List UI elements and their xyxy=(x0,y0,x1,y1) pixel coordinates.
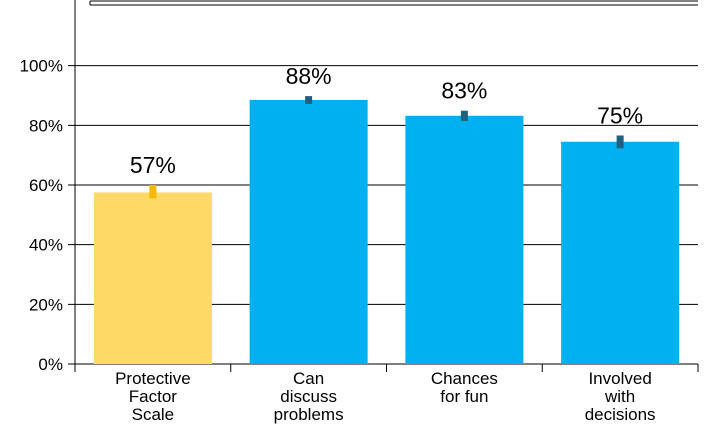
y-tick-label: 20% xyxy=(29,295,63,314)
bar xyxy=(93,192,212,364)
y-axis-ticks: 0% 20% 40% 60% 80% 100% xyxy=(20,57,63,374)
error-bar xyxy=(149,185,157,199)
y-tick-label: 60% xyxy=(29,176,63,195)
bar xyxy=(249,99,368,364)
bars xyxy=(93,99,680,364)
x-axis-categories: Protective Factor Scale Can discuss problems C… xyxy=(115,369,655,424)
error-bar xyxy=(616,135,624,149)
y-tick-label: 80% xyxy=(29,116,63,135)
data-label: 57% xyxy=(130,152,176,178)
y-tick-label: 100% xyxy=(20,57,63,76)
x-category-label: Chances for fun xyxy=(431,369,498,406)
y-tick-label: 40% xyxy=(29,236,63,255)
plot-frame xyxy=(74,0,699,372)
data-label: 83% xyxy=(441,78,487,104)
bar xyxy=(405,115,524,364)
x-category-label: Can discuss problems xyxy=(274,369,344,424)
data-label: 88% xyxy=(286,63,332,89)
data-label: 75% xyxy=(597,102,643,128)
bar xyxy=(561,141,680,364)
error-bars xyxy=(149,96,624,199)
error-bar xyxy=(460,110,468,121)
data-labels: 57% 88% 83% 75% xyxy=(130,63,643,178)
x-category-label: Involved with decisions xyxy=(585,369,656,424)
x-category-label: Protective Factor Scale xyxy=(115,369,191,424)
error-bar xyxy=(305,96,313,104)
y-tick-label: 0% xyxy=(38,355,63,374)
